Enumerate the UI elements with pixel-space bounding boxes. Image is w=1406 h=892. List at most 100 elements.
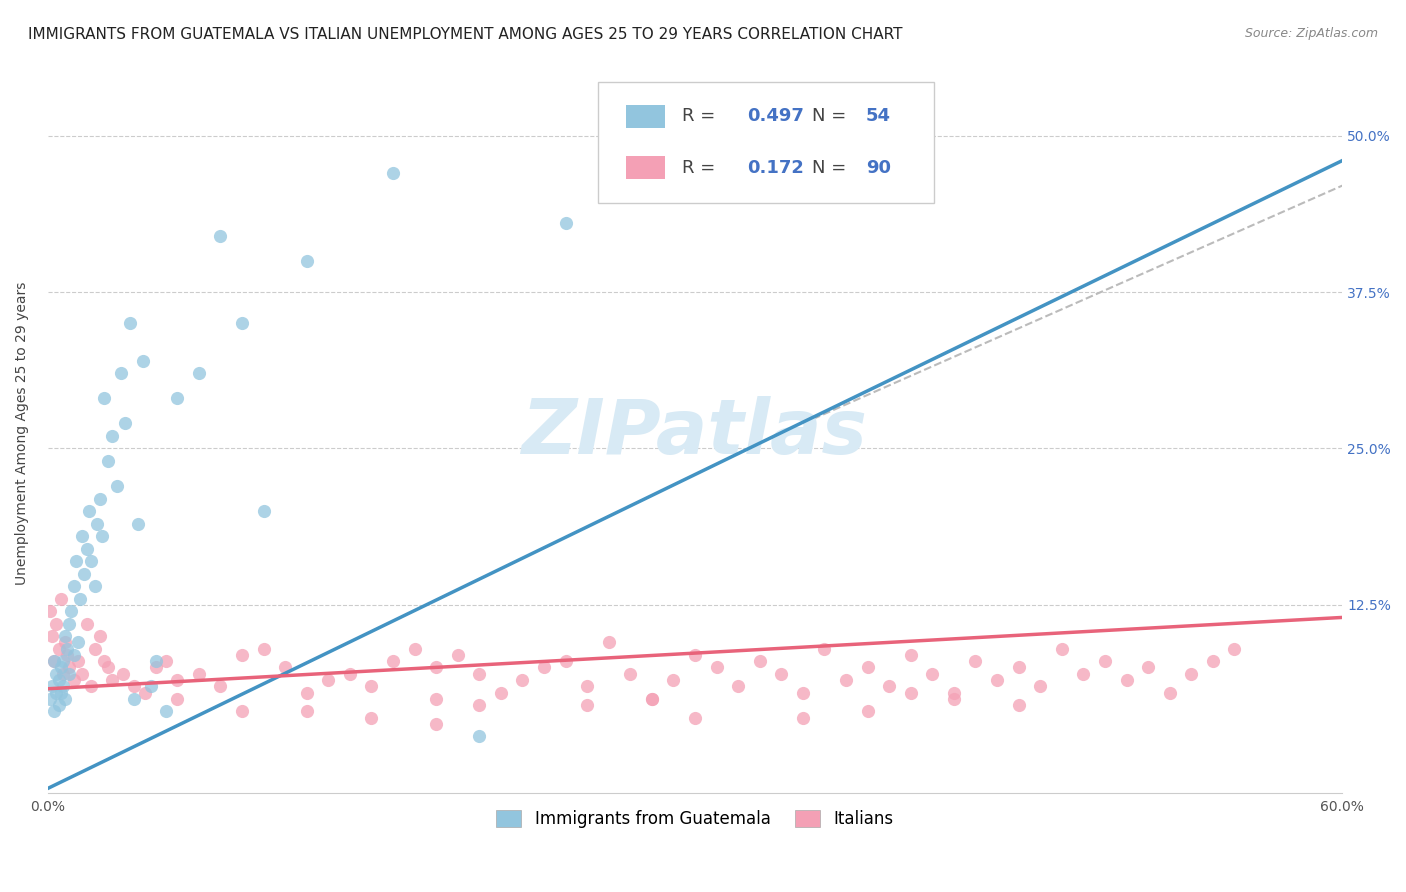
- Point: [155, 704, 177, 718]
- Point: [727, 679, 749, 693]
- Text: 54: 54: [866, 107, 891, 125]
- Point: [187, 666, 209, 681]
- Point: [49, 685, 72, 699]
- Point: [49, 591, 72, 606]
- Point: [619, 666, 641, 681]
- Point: [683, 648, 706, 662]
- Point: [1073, 666, 1095, 681]
- Point: [38, 691, 60, 706]
- Point: [900, 685, 922, 699]
- Point: [101, 429, 124, 443]
- Y-axis label: Unemployment Among Ages 25 to 29 years: Unemployment Among Ages 25 to 29 years: [15, 281, 30, 584]
- Point: [58, 660, 80, 674]
- Point: [90, 529, 112, 543]
- Point: [425, 691, 447, 706]
- Point: [69, 591, 91, 606]
- Point: [231, 316, 253, 330]
- Point: [45, 685, 67, 699]
- Text: 90: 90: [866, 159, 891, 177]
- Point: [965, 654, 987, 668]
- Point: [89, 491, 111, 506]
- Point: [1159, 685, 1181, 699]
- Point: [41, 679, 63, 693]
- Point: [77, 504, 100, 518]
- Point: [187, 367, 209, 381]
- Point: [404, 641, 426, 656]
- Point: [73, 566, 96, 581]
- Point: [80, 554, 103, 568]
- Point: [942, 685, 965, 699]
- Point: [166, 691, 188, 706]
- Point: [1007, 660, 1029, 674]
- FancyBboxPatch shape: [598, 81, 935, 202]
- Point: [252, 504, 274, 518]
- Point: [97, 454, 120, 468]
- Text: ZIPatlas: ZIPatlas: [522, 396, 868, 470]
- Point: [84, 641, 107, 656]
- Point: [56, 641, 79, 656]
- Point: [986, 673, 1008, 687]
- Point: [105, 479, 128, 493]
- Point: [792, 685, 814, 699]
- Point: [835, 673, 858, 687]
- Point: [554, 654, 576, 668]
- Point: [41, 629, 63, 643]
- Text: R =: R =: [682, 107, 716, 125]
- Point: [145, 654, 167, 668]
- FancyBboxPatch shape: [627, 104, 665, 128]
- Point: [131, 354, 153, 368]
- Point: [49, 660, 72, 674]
- Point: [231, 648, 253, 662]
- Point: [748, 654, 770, 668]
- Point: [316, 673, 339, 687]
- Point: [792, 710, 814, 724]
- Point: [381, 166, 404, 180]
- Point: [52, 679, 75, 693]
- Point: [58, 616, 80, 631]
- Point: [1180, 666, 1202, 681]
- Point: [44, 654, 66, 668]
- Point: [114, 417, 136, 431]
- Point: [576, 679, 599, 693]
- Point: [706, 660, 728, 674]
- Point: [166, 392, 188, 406]
- Point: [166, 673, 188, 687]
- Point: [45, 666, 67, 681]
- Point: [576, 698, 599, 712]
- Point: [512, 673, 534, 687]
- Point: [44, 704, 66, 718]
- Point: [877, 679, 900, 693]
- Point: [122, 691, 145, 706]
- Point: [110, 367, 132, 381]
- Point: [89, 629, 111, 643]
- Point: [468, 729, 491, 743]
- Point: [66, 635, 89, 649]
- Point: [48, 641, 70, 656]
- Point: [447, 648, 470, 662]
- Point: [1029, 679, 1052, 693]
- Point: [360, 679, 382, 693]
- Point: [770, 666, 793, 681]
- Point: [381, 654, 404, 668]
- Point: [53, 629, 76, 643]
- Point: [856, 704, 879, 718]
- Legend: Immigrants from Guatemala, Italians: Immigrants from Guatemala, Italians: [489, 803, 900, 835]
- Text: 0.497: 0.497: [747, 107, 804, 125]
- Point: [662, 673, 685, 687]
- Text: Source: ZipAtlas.com: Source: ZipAtlas.com: [1244, 27, 1378, 40]
- Point: [274, 660, 297, 674]
- Point: [856, 660, 879, 674]
- Point: [489, 685, 512, 699]
- Point: [1115, 673, 1137, 687]
- Point: [141, 679, 163, 693]
- Point: [209, 228, 232, 243]
- Point: [53, 691, 76, 706]
- Point: [683, 710, 706, 724]
- Point: [53, 635, 76, 649]
- Point: [93, 654, 115, 668]
- Point: [60, 604, 83, 618]
- Point: [80, 679, 103, 693]
- Point: [1202, 654, 1225, 668]
- Point: [86, 516, 108, 531]
- Point: [145, 660, 167, 674]
